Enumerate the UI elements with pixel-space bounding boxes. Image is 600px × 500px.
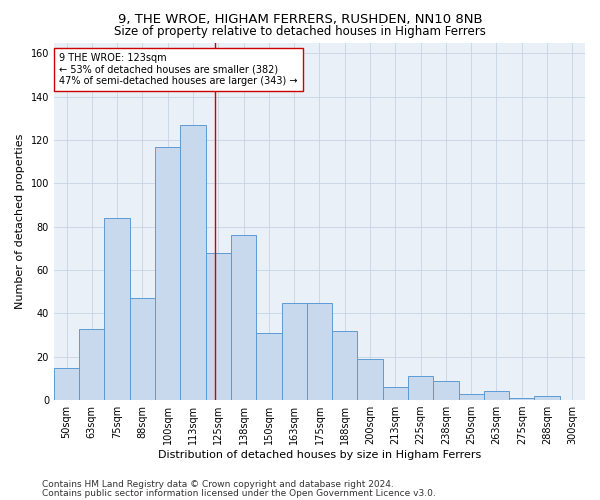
Bar [358,359,383,400]
Bar [155,146,181,400]
Bar [332,330,358,400]
Bar [281,302,307,400]
Text: Size of property relative to detached houses in Higham Ferrers: Size of property relative to detached ho… [114,25,486,38]
Text: Contains HM Land Registry data © Crown copyright and database right 2024.: Contains HM Land Registry data © Crown c… [42,480,394,489]
Bar [104,218,130,400]
Bar [54,368,79,400]
Bar [484,392,509,400]
Bar [79,328,104,400]
Bar [181,125,206,400]
Text: 9, THE WROE, HIGHAM FERRERS, RUSHDEN, NN10 8NB: 9, THE WROE, HIGHAM FERRERS, RUSHDEN, NN… [118,12,482,26]
Bar [307,302,332,400]
Bar [231,236,256,400]
Text: Contains public sector information licensed under the Open Government Licence v3: Contains public sector information licen… [42,488,436,498]
Text: 9 THE WROE: 123sqm
← 53% of detached houses are smaller (382)
47% of semi-detach: 9 THE WROE: 123sqm ← 53% of detached hou… [59,53,298,86]
Bar [433,380,458,400]
Bar [130,298,155,400]
Y-axis label: Number of detached properties: Number of detached properties [15,134,25,309]
Bar [206,252,231,400]
Bar [535,396,560,400]
X-axis label: Distribution of detached houses by size in Higham Ferrers: Distribution of detached houses by size … [158,450,481,460]
Bar [408,376,433,400]
Bar [383,387,408,400]
Bar [509,398,535,400]
Bar [458,394,484,400]
Bar [256,333,281,400]
